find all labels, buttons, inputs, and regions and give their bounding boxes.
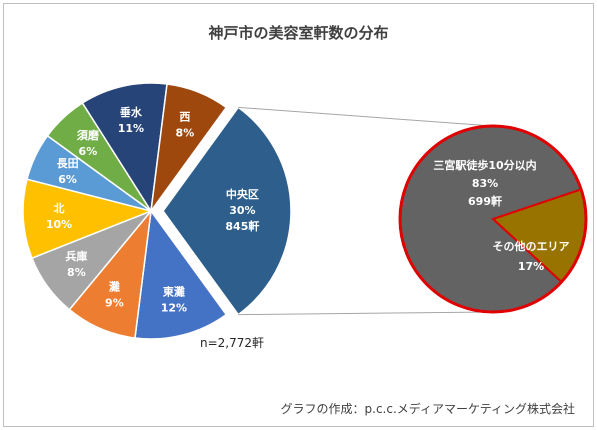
breakdown-label-0-count: 699軒 xyxy=(468,194,502,208)
slice-label-4-name: 北 xyxy=(54,201,65,215)
slice-label-8-percent: 8% xyxy=(176,126,195,139)
slice-label-5-percent: 6% xyxy=(58,173,77,186)
slice-label-6-percent: 6% xyxy=(79,145,98,158)
slice-label-3-name: 兵庫 xyxy=(65,249,87,263)
slice-label-6-name: 須磨 xyxy=(76,128,100,142)
slice-label-5-name: 長田 xyxy=(57,157,79,170)
pie-of-pie-chart: 中央区30%845軒東灘12%灘9%兵庫8%北10%長田6%須磨6%垂水11%西… xyxy=(22,82,588,340)
slice-label-0-name: 中央区 xyxy=(226,187,259,201)
breakdown-label-1-name: その他のエリア xyxy=(493,239,570,253)
slice-label-0-count: 845軒 xyxy=(225,219,259,233)
breakdown-border xyxy=(398,124,588,314)
connector-line-bottom xyxy=(238,311,494,316)
pie-slice-0 xyxy=(162,106,292,316)
slice-label-7-name: 垂水 xyxy=(120,105,143,119)
pie-slice-4 xyxy=(22,178,154,260)
slice-label-2-name: 灘 xyxy=(109,280,120,294)
breakdown-label-1-percent: 17% xyxy=(518,260,544,273)
slice-label-1-percent: 12% xyxy=(161,301,187,314)
pie-slice-1 xyxy=(134,209,228,340)
chart-frame: 神戸市の美容室軒数の分布 中央区 30% 845軒東灘 12% 灘 9% 兵庫 8% 北 10% 長… xyxy=(3,3,594,427)
slice-label-2-percent: 9% xyxy=(105,297,124,310)
slice-label-8-name: 西 xyxy=(179,110,190,123)
total-count-note: n=2,772軒 xyxy=(200,336,265,350)
connector-line-top xyxy=(238,106,494,127)
slice-label-4-percent: 10% xyxy=(46,218,72,231)
breakdown-label-0-percent: 83% xyxy=(472,177,498,190)
pie-slice-8 xyxy=(150,83,228,212)
pie-slice-7 xyxy=(81,82,168,214)
chart-credit: グラフの作成：p.c.c.メディアマーケティング株式会社 xyxy=(280,402,575,416)
breakdown-label-0-name: 三宮駅徒歩10分以内 xyxy=(433,158,536,172)
slice-label-3-percent: 8% xyxy=(67,266,86,279)
chart-title: 神戸市の美容室軒数の分布 xyxy=(208,24,389,42)
slice-label-7-percent: 11% xyxy=(118,122,144,135)
slice-label-1-name: 東灘 xyxy=(163,284,185,298)
slice-label-0-percent: 30% xyxy=(229,204,255,217)
